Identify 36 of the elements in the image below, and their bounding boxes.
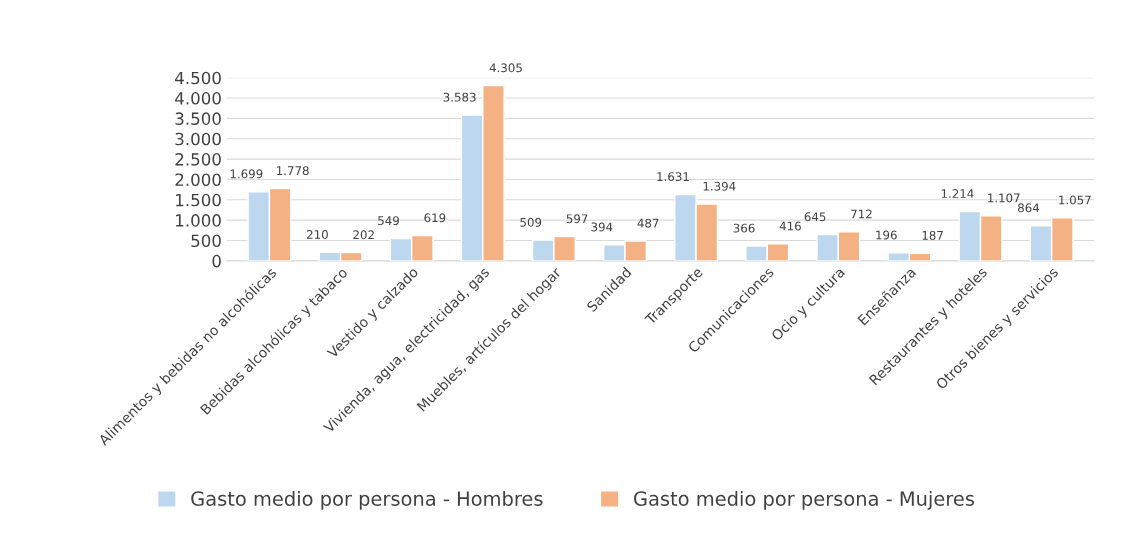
y-tick-label: 3.000	[175, 132, 221, 146]
data-label: 196	[876, 230, 897, 240]
y-tick-label: 4.000	[175, 92, 221, 105]
data-label: 3.583	[443, 92, 476, 102]
data-label: 864	[1018, 203, 1040, 213]
data-label: 1.214	[941, 189, 974, 198]
y-tick-label: 2.500	[175, 153, 221, 166]
data-label: 1.778	[277, 166, 309, 176]
data-label: 1.394	[703, 181, 736, 191]
data-label: 645	[804, 212, 826, 222]
y-tick-label: 1.500	[176, 193, 221, 207]
data-label: 549	[378, 216, 399, 226]
legend-label: Gasto medio por persona - Mujeres	[634, 490, 975, 510]
data-label: 1.107	[988, 193, 1020, 203]
y-tick-label: 500	[191, 234, 221, 248]
y-tick-label: 2.000	[175, 173, 221, 187]
data-label: 487	[637, 218, 659, 228]
data-label: 1.699	[230, 169, 263, 179]
data-label: 202	[353, 230, 374, 240]
y-tick-label: 0	[212, 254, 221, 268]
data-label: 597	[566, 214, 588, 224]
data-label: 187	[922, 230, 943, 240]
data-label: 366	[733, 223, 755, 233]
data-label: 619	[424, 213, 446, 223]
y-tick-label: 1.000	[176, 214, 221, 227]
y-tick-label: 3.500	[175, 112, 221, 125]
data-label: 210	[307, 229, 328, 239]
data-label: 712	[851, 209, 872, 219]
y-tick-label: 4.500	[175, 71, 221, 85]
data-label: 1.057	[1059, 195, 1091, 205]
data-label: 1.631	[657, 172, 689, 182]
legend-label: Gasto medio por persona - Hombres	[191, 490, 543, 510]
data-label: 509	[520, 217, 542, 227]
data-label: 416	[779, 221, 801, 231]
data-label: 394	[591, 222, 613, 232]
data-label: 4.305	[489, 63, 522, 73]
